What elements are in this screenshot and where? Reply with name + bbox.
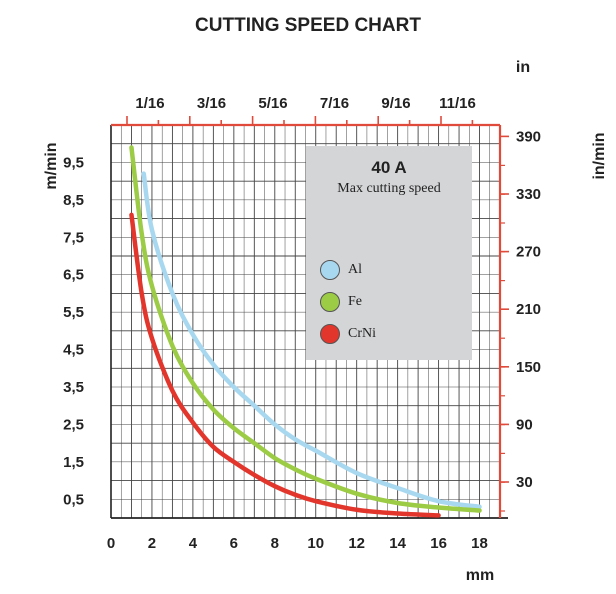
y-tick-label: 6,5 [63,267,84,284]
legend-item-al: Al [320,259,362,281]
y2-tick-label: 210 [516,301,541,318]
legend: 40 A Max cutting speed Al Fe CrNi [306,146,472,360]
y2-tick-label: 270 [516,244,541,261]
y-tick-label: 1,5 [63,454,84,471]
y2-tick-label: 330 [516,186,541,203]
x-tick-label: 12 [348,535,365,552]
y-tick-label: 3,5 [63,379,84,396]
legend-title: 40 A [371,158,407,177]
series-line-al [141,171,482,510]
y-tick-label: 7,5 [63,229,84,246]
y-tick-label: 2,5 [63,416,84,433]
legend-item-fe: Fe [320,291,362,313]
y-tick-label: 0,5 [63,491,84,508]
series-line-crni [129,212,441,518]
x-tick-label: 10 [307,535,324,552]
legend-item-crni: CrNi [320,323,376,345]
x-tick-label: 16 [430,535,447,552]
y2-tick-label: 390 [516,128,541,145]
series-line-fe [129,145,482,513]
legend-label-al: Al [348,262,362,277]
series [129,145,482,518]
axes [110,116,509,519]
legend-label-fe: Fe [348,294,362,309]
x-tick-label: 6 [230,535,238,552]
legend-label-crni: CrNi [348,326,376,341]
x-tick-label: 14 [389,535,406,552]
y-tick-label: 5,5 [63,304,84,321]
x2-tick-label: 3/16 [197,95,226,112]
y2-tick-label: 90 [516,416,533,433]
y2-tick-label: 30 [516,474,533,491]
y-tick-label: 4,5 [63,342,84,359]
x2-tick-label: 1/16 [135,95,164,112]
y2-axis-label: in/min [591,132,608,179]
x-tick-label: 4 [189,535,198,552]
x2-tick-label: 11/16 [439,95,476,112]
y-tick-label: 8,5 [63,192,84,209]
legend-swatch-al [320,260,340,280]
chart-title: CUTTING SPEED CHART [195,15,421,36]
x-tick-label: 0 [107,535,115,552]
x2-tick-label: 9/16 [381,95,410,112]
y-tick-label: 9,5 [63,154,84,171]
x2-tick-label: 5/16 [258,95,287,112]
legend-swatch-crni [320,324,340,344]
x2-tick-label: 7/16 [320,95,349,112]
legend-swatch-fe [320,292,340,312]
tick-labels: 0 2 4 6 8 10 12 14 16 18 0,5 1,5 2,5 3,5 4,5 5,5 6,5 7,5 8… [63,95,541,552]
x-tick-label: 2 [148,535,156,552]
y-axis-label: m/min [43,142,60,189]
x2-axis-label: in [516,59,530,76]
y2-tick-label: 150 [516,359,541,376]
x-tick-label: 8 [271,535,279,552]
x-tick-label: 18 [471,535,488,552]
x-axis-label: mm [466,567,494,584]
legend-subtitle: Max cutting speed [337,181,441,196]
